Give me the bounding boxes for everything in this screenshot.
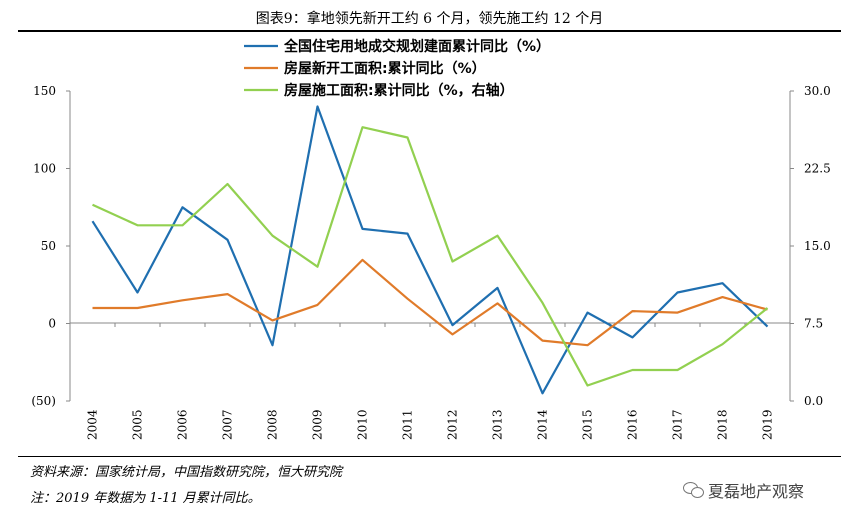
right-axis-tick-label: 7.5 bbox=[804, 317, 823, 331]
x-axis-tick-label: 2012 bbox=[446, 409, 460, 440]
legend-entry-3: 房屋施工面积:累计同比（%，右轴） bbox=[284, 82, 514, 99]
left-axis-tick-label: 0 bbox=[48, 317, 56, 331]
x-axis-tick-label: 2008 bbox=[266, 409, 280, 440]
wechat-icon bbox=[683, 482, 704, 498]
top-rule bbox=[18, 30, 841, 32]
x-axis-tick-label: 2011 bbox=[401, 409, 415, 440]
left-axis-tick-label: (50) bbox=[31, 394, 56, 408]
x-axis-tick-label: 2010 bbox=[356, 409, 370, 440]
x-axis-tick-label: 2018 bbox=[716, 409, 730, 440]
left-axis-tick-label: 150 bbox=[33, 84, 56, 98]
chart-title: 图表9：拿地领先新开工约 6 个月，领先施工约 12 个月 bbox=[255, 11, 604, 27]
bottom-rule bbox=[18, 456, 841, 457]
right-axis-tick-label: 0.0 bbox=[804, 394, 823, 408]
watermark: 夏磊地产观察 bbox=[683, 478, 804, 502]
x-axis-tick-label: 2007 bbox=[221, 409, 235, 440]
left-axis-tick-label: 100 bbox=[33, 162, 56, 176]
right-axis-tick-label: 30.0 bbox=[804, 84, 831, 98]
series-line-1 bbox=[91, 105, 769, 395]
x-axis-tick-label: 2013 bbox=[491, 409, 505, 440]
x-axis-tick-label: 2017 bbox=[671, 409, 685, 440]
source-note: 资料来源：国家统计局，中国指数研究院，恒大研究院 bbox=[30, 465, 343, 480]
watermark-text: 夏磊地产观察 bbox=[708, 482, 805, 501]
x-axis-tick-label: 2019 bbox=[761, 409, 775, 440]
x-axis-tick-label: 2004 bbox=[86, 409, 100, 440]
legend-entry-2: 房屋新开工面积:累计同比（%） bbox=[284, 60, 486, 77]
left-axis-tick-label: 50 bbox=[41, 239, 56, 253]
right-axis-tick-label: 15.0 bbox=[804, 239, 831, 253]
chart-axes: (50) 0 50 100 150 0.0 7.5 15.0 22.5 30.0 2004 2005 2… bbox=[31, 84, 830, 440]
series-line-2 bbox=[92, 258, 768, 347]
x-axis-tick-label: 2014 bbox=[536, 409, 550, 440]
legend-entry-1: 全国住宅用地成交规划建面累计同比（%） bbox=[283, 38, 550, 55]
x-axis-tick-label: 2005 bbox=[131, 409, 145, 440]
x-axis-tick-label: 2015 bbox=[581, 409, 595, 440]
series-line-3 bbox=[92, 126, 769, 387]
line-chart: (50) 0 50 100 150 0.0 7.5 15.0 22.5 30.0 2004 2005 2… bbox=[31, 38, 830, 440]
chart-series bbox=[91, 105, 769, 395]
x-axis-tick-label: 2009 bbox=[311, 409, 325, 440]
chart-legend: 全国住宅用地成交规划建面累计同比（%） 房屋新开工面积:累计同比（%） 房屋施工面积… bbox=[244, 38, 550, 99]
right-axis-tick-label: 22.5 bbox=[804, 162, 831, 176]
footnote: 注：2019 年数据为 1-11 月累计同比。 bbox=[30, 491, 261, 506]
x-axis-tick-label: 2016 bbox=[626, 409, 640, 440]
x-axis-tick-label: 2006 bbox=[176, 409, 190, 440]
